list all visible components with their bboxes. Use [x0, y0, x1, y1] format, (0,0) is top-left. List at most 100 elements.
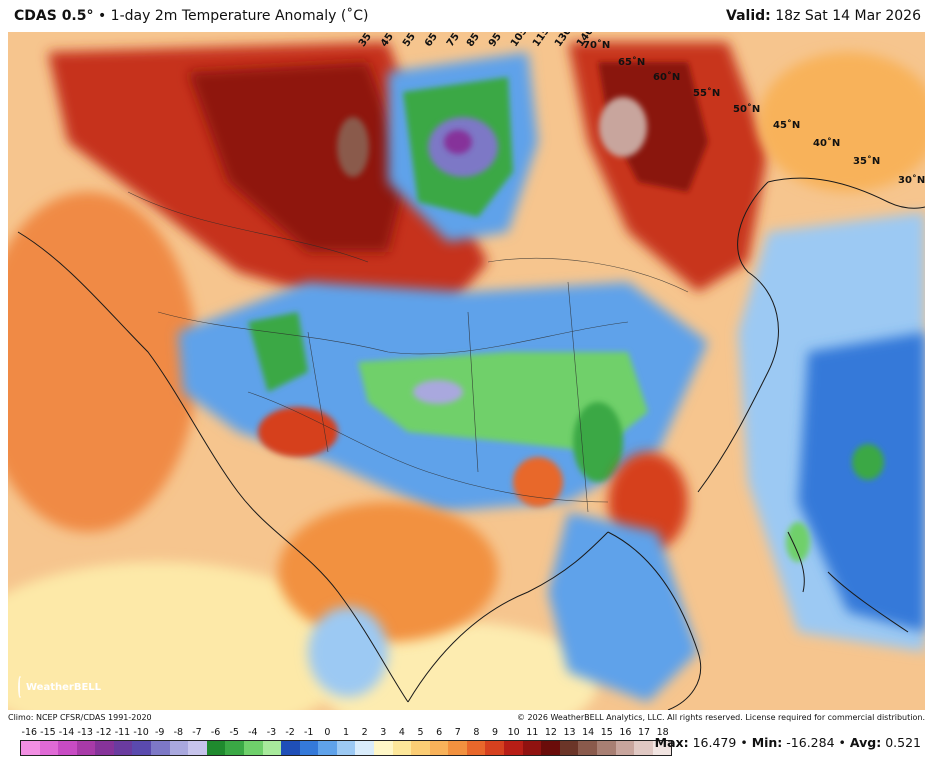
legend-tick-label: -1 — [303, 727, 314, 738]
legend-tick-label: 10 — [507, 727, 520, 738]
legend-tick-label: -2 — [285, 727, 295, 738]
legend-swatch — [634, 741, 653, 755]
afghanistan-warm — [258, 407, 338, 457]
legend-swatch — [132, 741, 152, 755]
siberia-extreme-spot — [337, 117, 369, 177]
southwest-ocean-region — [8, 562, 358, 710]
legend-tick-label: -3 — [266, 727, 277, 738]
lat-label-55: 55˚N — [693, 88, 721, 99]
legend-swatch — [262, 741, 282, 755]
lat-label-50: 50˚N — [733, 104, 761, 115]
legend-tick-label: -13 — [77, 727, 93, 738]
legend-tick-label: 6 — [436, 727, 443, 738]
lat-label-35: 35˚N — [853, 156, 881, 167]
legend-swatch — [504, 741, 523, 755]
legend-tick-label: 11 — [526, 727, 539, 738]
logo-text: WeatherBELL — [26, 681, 102, 693]
legend-swatch — [355, 741, 374, 755]
legend-tick-label: 9 — [491, 727, 499, 738]
legend-tick-label: -5 — [229, 727, 239, 738]
legend-swatch — [39, 741, 59, 755]
legend-swatch — [151, 741, 170, 755]
legend-tick-label: -16 — [21, 727, 38, 738]
legend-swatch — [243, 741, 263, 755]
legend-swatch — [281, 741, 300, 755]
far-east-extreme-spot — [599, 97, 647, 157]
legend-swatch — [225, 741, 244, 755]
color-legend: -16 -15 -14 -13 -12 -11 -10 -9 -8 -7 -6 -5 -4 -3 -2 -1 0… — [20, 726, 672, 764]
legend-tick-label: 2 — [361, 727, 368, 738]
legend-swatch — [188, 741, 207, 755]
legend-swatch — [336, 741, 356, 755]
avg-label: Avg: — [849, 735, 882, 750]
legend-tick-label: 4 — [398, 727, 405, 738]
chart-title-group: CDAS 0.5° • 1-day 2m Temperature Anomaly… — [14, 8, 369, 24]
map-title: 1-day 2m Temperature Anomaly (˚C) — [110, 8, 369, 24]
climo-source: Climo: NCEP CFSR/CDAS 1991-2020 — [8, 712, 152, 722]
legend-swatch — [411, 741, 430, 755]
legend-tick-label: -10 — [133, 727, 149, 738]
header-bar: CDAS 0.5° • 1-day 2m Temperature Anomaly… — [0, 0, 935, 32]
legend-swatch — [169, 741, 189, 755]
legend-tick-label: -12 — [96, 727, 112, 738]
central-asia-green-west — [248, 312, 308, 392]
legend-swatch — [76, 741, 96, 755]
legend-tick-label: 14 — [582, 727, 595, 738]
legend-swatch — [485, 741, 505, 755]
legend-swatch — [58, 741, 77, 755]
model-name: CDAS 0.5° — [14, 8, 94, 24]
lat-label-30: 30˚N — [898, 175, 925, 186]
legend-swatch — [615, 741, 635, 755]
weatherbell-logo: WeatherBELL — [18, 672, 102, 702]
legend-swatch — [448, 741, 467, 755]
lat-label-40: 40˚N — [813, 138, 841, 149]
field-stats: Max: 16.479 • Min: -16.284 • Avg: 0.521 — [655, 735, 921, 750]
max-value: 16.479 — [692, 735, 737, 750]
legend-tick-label: 5 — [417, 727, 424, 738]
legend-tick-label: 1 — [342, 727, 350, 738]
avg-value: 0.521 — [885, 735, 921, 750]
legend-swatch — [113, 741, 133, 755]
indian-ocean-region — [318, 622, 598, 710]
north-cold-minimum — [444, 130, 472, 154]
legend-swatch — [466, 741, 486, 755]
lat-label-70: 70˚N — [583, 40, 611, 51]
legend-tick-label: 7 — [454, 727, 461, 738]
india-warm-region — [278, 502, 498, 642]
legend-swatch — [373, 741, 393, 755]
legend-tick-labels: -16 -15 -14 -13 -12 -11 -10 -9 -8 -7 -6 -5 -4 -3 -2 -1 0… — [20, 726, 672, 740]
legend-swatch — [392, 741, 412, 755]
legend-tick-label: 17 — [638, 727, 651, 738]
hurricane-icon — [18, 676, 22, 698]
sichuan-warm — [513, 457, 563, 507]
legend-swatch — [299, 741, 319, 755]
legend-tick-label: -7 — [192, 727, 202, 738]
pacific-green-spot — [852, 444, 884, 480]
title-separator: • — [97, 8, 107, 24]
copyright-notice: © 2026 WeatherBELL Analytics, LLC. All r… — [517, 712, 925, 722]
south-india-cool — [308, 607, 388, 697]
legend-tick-label: -9 — [154, 727, 165, 738]
legend-swatch — [541, 741, 560, 755]
anomaly-map: 70˚N 65˚N 60˚N 55˚N 50˚N 45˚N 40˚N 35˚N … — [8, 32, 925, 710]
lat-label-65: 65˚N — [618, 57, 646, 68]
legend-tick-label: 13 — [563, 727, 576, 738]
far-east-hot-core — [598, 62, 708, 192]
min-value: -16.284 — [786, 735, 835, 750]
legend-swatch — [429, 741, 449, 755]
tarim-cold-spot — [413, 380, 463, 404]
china-green-strip — [573, 402, 623, 482]
min-label: Min: — [751, 735, 783, 750]
legend-tick-label: -11 — [114, 727, 131, 738]
valid-label: Valid: — [726, 8, 771, 24]
legend-swatch — [206, 741, 226, 755]
legend-tick-label: 12 — [544, 727, 557, 738]
legend-tick-label: -15 — [40, 727, 56, 738]
stats-sep-2: • — [838, 735, 846, 750]
legend-swatch — [522, 741, 542, 755]
pacific-north-region — [758, 52, 925, 192]
legend-tick-label: 16 — [619, 727, 632, 738]
credits-bar: Climo: NCEP CFSR/CDAS 1991-2020 © 2026 W… — [8, 710, 925, 724]
legend-tick-label: 18 — [656, 727, 669, 738]
lat-label-60: 60˚N — [653, 72, 681, 83]
